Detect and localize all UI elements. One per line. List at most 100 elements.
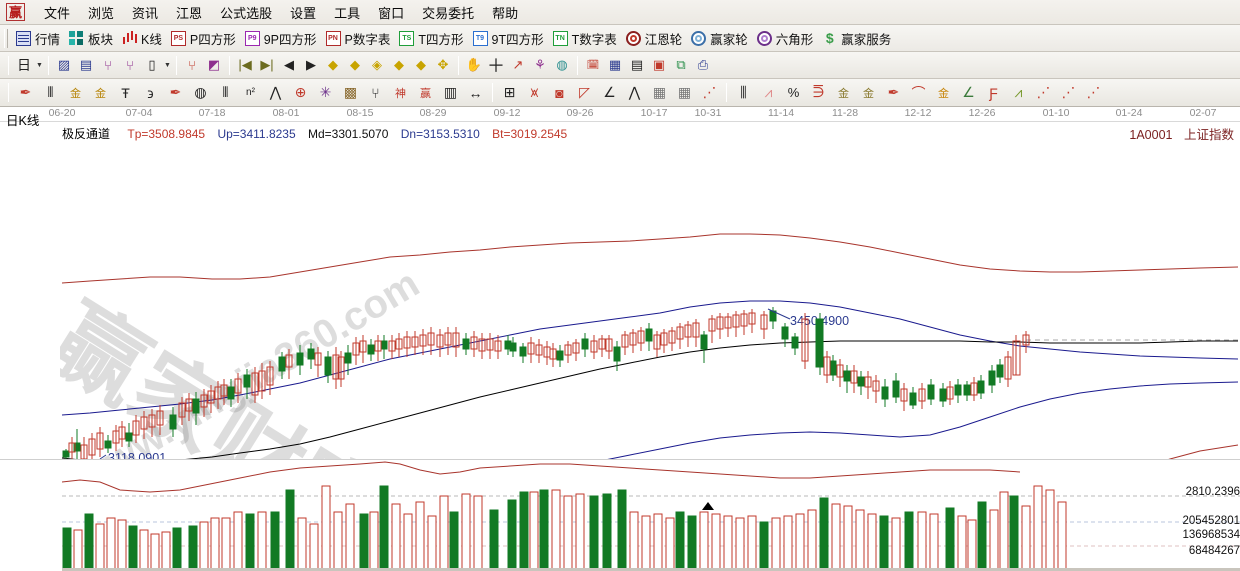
next-page-icon[interactable]: ▶: [306, 57, 316, 72]
pen-2-icon[interactable]: ✒: [169, 84, 182, 100]
gold-ratio-1-icon[interactable]: 金: [70, 87, 81, 100]
calendar-day-icon[interactable]: 日: [17, 57, 31, 73]
keyboard-icon[interactable]: ▥: [443, 84, 458, 100]
bars9-icon[interactable]: ⑂: [126, 57, 134, 73]
toolbar-button-kline[interactable]: K线: [119, 27, 168, 50]
menu-item-file[interactable]: 文件: [44, 5, 71, 21]
fan-red-icon[interactable]: ⩙: [530, 84, 539, 100]
spiral-icon[interactable]: ◙: [555, 84, 564, 101]
box-diagonal-icon[interactable]: ◸: [579, 84, 590, 100]
gold-bar-icon[interactable]: 金: [863, 87, 874, 100]
net-icon[interactable]: ▨: [57, 57, 71, 72]
toolbar-button-p-number[interactable]: PN P数字表: [323, 27, 397, 50]
report-icon[interactable]: ▤: [630, 57, 644, 72]
menu-item-tools[interactable]: 工具: [334, 5, 361, 21]
box-grid-icon[interactable]: ▩: [343, 84, 358, 100]
step-2-icon[interactable]: ⋰: [1036, 84, 1051, 100]
brain-icon[interactable]: ◍: [556, 57, 568, 72]
step-3-icon[interactable]: ⋰: [1061, 84, 1076, 100]
menu-item-window[interactable]: 窗口: [378, 5, 405, 21]
zoom-right-icon[interactable]: ◆: [350, 57, 360, 72]
cylinder-icon[interactable]: ▯: [148, 57, 156, 72]
ying-icon[interactable]: 赢: [420, 87, 431, 100]
toolbar-button-t-number[interactable]: TN T数字表: [550, 27, 623, 50]
clipboard-icon[interactable]: ▤: [79, 57, 93, 72]
toolbar-button-sectors[interactable]: 板块: [66, 27, 119, 50]
zoom-center-icon[interactable]: ◈: [372, 57, 382, 72]
crosshair-icon[interactable]: ＋: [487, 56, 505, 76]
chevron-down-2-icon[interactable]: ▼: [164, 61, 171, 69]
percent-lines-icon[interactable]: ⋽: [812, 84, 825, 100]
grid-fine-2-icon[interactable]: ▦: [677, 84, 692, 100]
menu-item-formula[interactable]: 公式选股: [220, 5, 273, 21]
toolbar-button-t-square[interactable]: TS T四方形: [396, 27, 469, 50]
menu-item-gann[interactable]: 江恩: [176, 5, 203, 21]
f-lines-icon[interactable]: Ŧ: [121, 84, 130, 101]
angle-icon[interactable]: ⋀: [269, 84, 282, 100]
toolbar-button-quotes[interactable]: 行情: [13, 27, 66, 50]
zigzag-icon[interactable]: ⋀: [628, 84, 641, 100]
arc-red-icon[interactable]: ⌒: [911, 84, 926, 101]
toolbar-button-9t-square[interactable]: T9 9T四方形: [470, 27, 550, 50]
print-icon[interactable]: ⎙: [697, 57, 709, 72]
grid-lines-2-icon[interactable]: ⫴: [222, 84, 229, 100]
menu-item-news[interactable]: 资讯: [132, 5, 159, 21]
gold-slope-icon[interactable]: ⩘: [1014, 84, 1023, 100]
gold-line-icon[interactable]: 金: [938, 87, 949, 100]
volume-panel[interactable]: 2810.2396 205452801 136968534 68484267: [0, 459, 1240, 571]
first-page-icon[interactable]: |◀: [238, 57, 252, 72]
fan-icon[interactable]: ⚘: [534, 57, 546, 72]
toolbar-button-winner-wheel[interactable]: 赢家轮: [688, 27, 754, 50]
f-red-icon[interactable]: Ƒ: [989, 84, 998, 101]
menu-item-trade[interactable]: 交易委托: [422, 5, 475, 21]
bars3-icon[interactable]: ⑂: [104, 57, 112, 73]
percent-fan-icon[interactable]: ⩘: [764, 84, 773, 100]
angle-green-icon[interactable]: ∠: [962, 84, 975, 100]
trend-slope-icon[interactable]: ⋰: [702, 84, 717, 100]
gold-circle-icon[interactable]: 金: [838, 87, 849, 100]
pen-icon[interactable]: ✒: [19, 84, 32, 100]
menu-item-settings[interactable]: 设置: [290, 5, 317, 21]
shen-icon[interactable]: 神: [395, 87, 406, 100]
flag-icon[interactable]: ◩: [207, 57, 221, 72]
slope-icon[interactable]: ∠: [603, 84, 616, 100]
toolbar-button-9p-square[interactable]: P9 9P四方形: [242, 27, 323, 50]
star-burst-icon[interactable]: ✳: [319, 84, 332, 100]
toolbar-button-winner-service[interactable]: $ 赢家服务: [819, 27, 897, 50]
toolbar-button-hexagon[interactable]: 六角形: [754, 27, 820, 50]
prev-page-icon[interactable]: ◀: [284, 57, 294, 72]
step-4-icon[interactable]: ⋰: [1086, 84, 1101, 100]
zoom-left-icon[interactable]: ◆: [328, 57, 338, 72]
measure-icon[interactable]: ↗: [512, 57, 524, 72]
menu-item-help[interactable]: 帮助: [492, 5, 519, 21]
percent-icon[interactable]: %: [787, 85, 800, 100]
save-icon[interactable]: ▣: [652, 57, 666, 72]
expand-right-icon[interactable]: ◆: [416, 57, 426, 72]
ladder-icon[interactable]: ⫼: [740, 84, 747, 100]
grid-lines-icon[interactable]: ⫴: [47, 84, 54, 100]
table-icon[interactable]: ⊞: [503, 84, 516, 100]
arrows-h-icon[interactable]: ↔: [468, 84, 483, 101]
pen-red-2-icon[interactable]: ✒: [887, 84, 900, 100]
expand-all-icon[interactable]: ✥: [437, 57, 449, 72]
wave-icon[interactable]: ϶: [147, 84, 154, 101]
calendar-icon[interactable]: 🗓: [586, 59, 600, 71]
menu-item-browse[interactable]: 浏览: [88, 5, 115, 21]
hand-icon[interactable]: ✋: [465, 57, 483, 72]
chevron-down-icon[interactable]: ▼: [36, 61, 43, 69]
toolbar-grip[interactable]: [4, 28, 8, 48]
step-line-icon[interactable]: ⑂: [371, 84, 380, 101]
gold-ratio-2-icon[interactable]: 金: [95, 87, 106, 100]
grid-fine-icon[interactable]: ▦: [652, 84, 667, 100]
calculator-icon[interactable]: ▦: [608, 57, 622, 72]
n-squared-icon[interactable]: n²: [246, 87, 255, 98]
band-md-line: [61, 340, 1238, 464]
toolbar-button-p-square[interactable]: PS P四方形: [168, 27, 242, 50]
last-page-icon[interactable]: ▶|: [260, 57, 274, 72]
formula-icon[interactable]: ⑂: [188, 57, 196, 73]
expand-left-icon[interactable]: ◆: [394, 57, 404, 72]
toolbar-button-gann-wheel[interactable]: 江恩轮: [623, 27, 689, 50]
copy-icon[interactable]: ⧉: [676, 57, 686, 72]
target-icon[interactable]: ⊕: [294, 84, 307, 100]
arc-circle-icon[interactable]: ◍: [194, 84, 207, 100]
